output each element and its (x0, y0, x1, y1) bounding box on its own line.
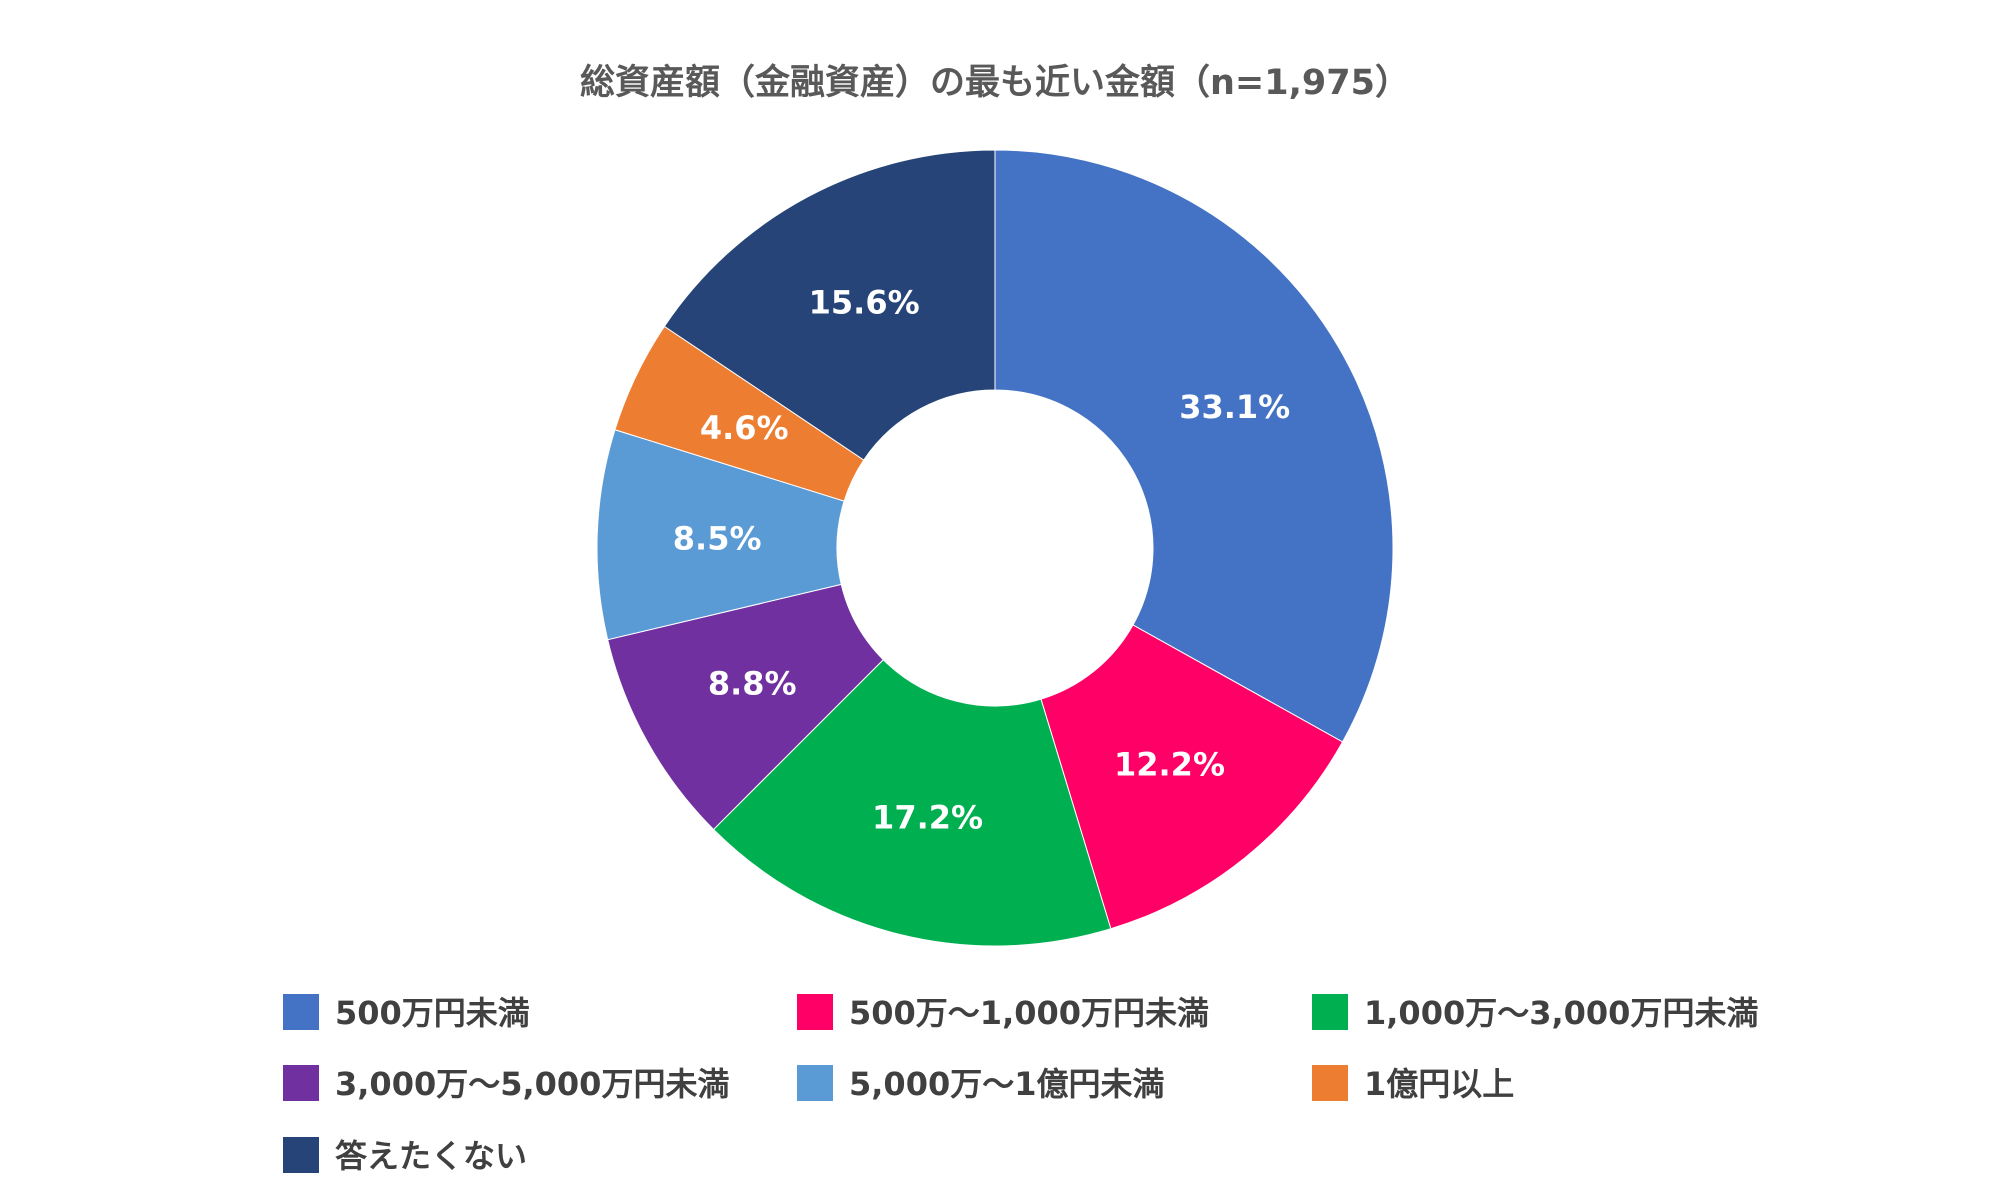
legend-label-2: 1,000万～3,000万円未満 (1364, 994, 1758, 1032)
legend: 500万円未満 500万～1,000万円未満 1,000万～3,000万円未満 3,0… (283, 994, 1758, 1175)
slice-label-0: 33.1% (1179, 388, 1290, 426)
legend-label-5: 1億円以上 (1364, 1065, 1514, 1103)
slice-6 (663, 149, 996, 461)
legend-swatch-4 (797, 1065, 833, 1101)
legend-label-1: 500万～1,000万円未満 (849, 994, 1209, 1032)
slice-labels-group: 33.1% 12.2% 17.2% 8.8% 8.5% 4.6% 15.6% (673, 284, 1290, 837)
legend-swatch-0 (283, 994, 319, 1030)
legend-swatch-3 (283, 1065, 319, 1101)
slice-1 (1040, 624, 1344, 930)
slice-0 (994, 149, 1394, 743)
slice-label-1: 12.2% (1114, 745, 1225, 783)
chart-title: 総資産額（金融資産）の最も近い金額（n=1,975） (580, 62, 1410, 103)
legend-swatch-1 (797, 994, 833, 1030)
legend-label-6: 答えたくない (335, 1137, 527, 1175)
legend-swatch-6 (283, 1137, 319, 1173)
legend-label-3: 3,000万～5,000万円未満 (335, 1065, 729, 1103)
slice-2 (712, 659, 1112, 947)
legend-swatch-2 (1312, 994, 1348, 1030)
slice-label-2: 17.2% (872, 799, 983, 837)
legend-label-4: 5,000万～1億円未満 (849, 1065, 1165, 1103)
legend-label-0: 500万円未満 (335, 994, 530, 1032)
slice-label-5: 4.6% (700, 409, 789, 447)
slice-label-6: 15.6% (809, 284, 920, 322)
slice-label-3: 8.8% (708, 664, 797, 702)
legend-swatch-5 (1312, 1065, 1348, 1101)
slice-3 (607, 583, 884, 831)
slice-label-4: 8.5% (673, 519, 762, 557)
slices-group (596, 149, 1394, 947)
